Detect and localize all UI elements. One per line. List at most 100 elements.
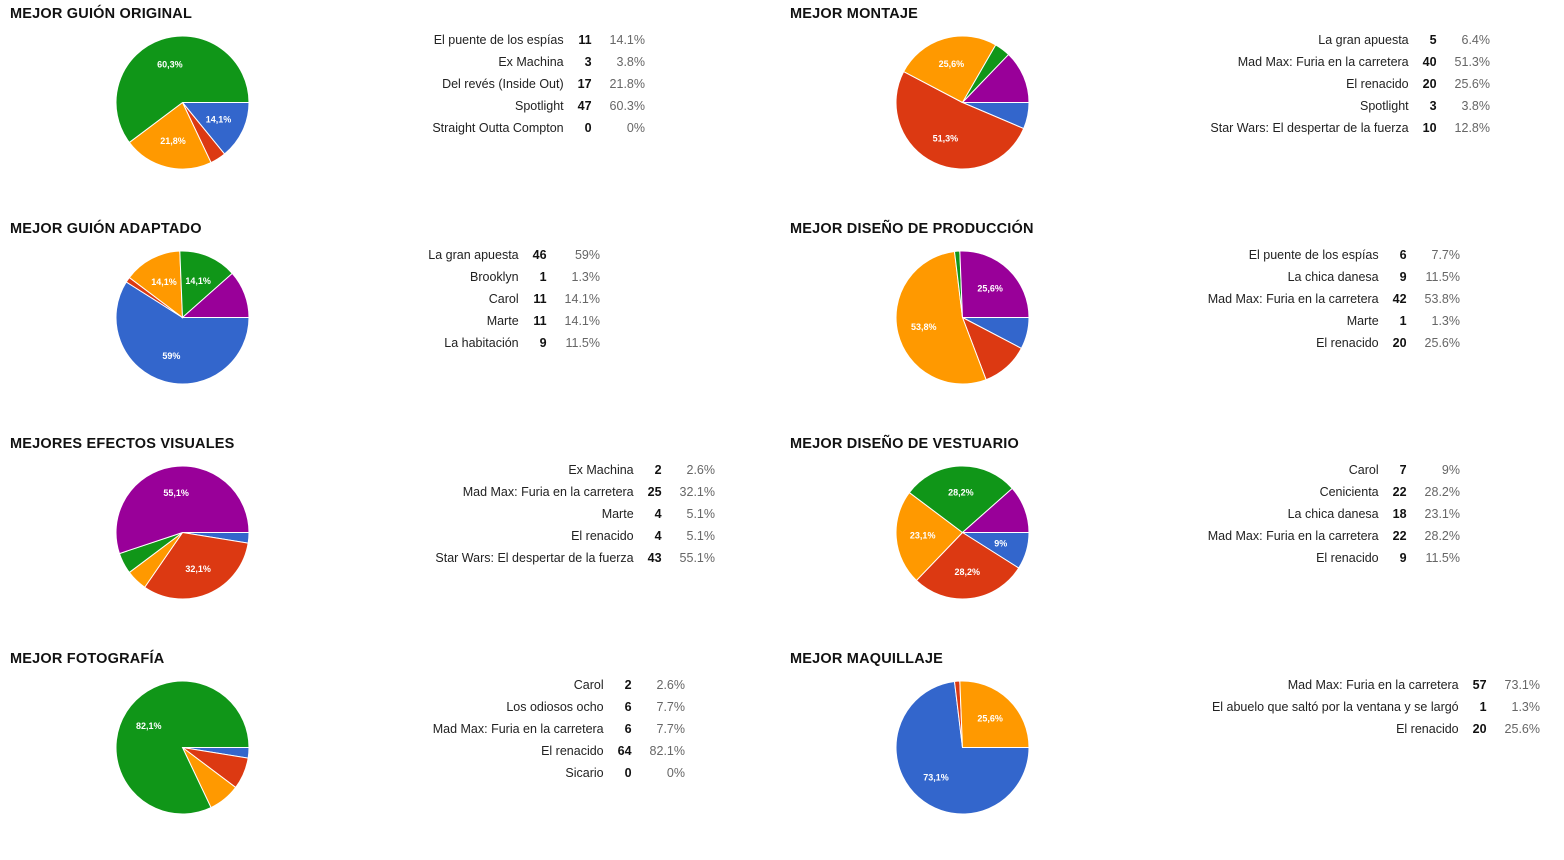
vote-percent: 1.3%: [1511, 700, 1541, 714]
vote-count: 2: [654, 463, 662, 477]
slice-label: 14,1%: [206, 115, 232, 125]
pie-slice-el-renacido[interactable]: [115, 680, 250, 815]
vote-percent: 1.3%: [1431, 314, 1461, 328]
option-name: Ex Machina: [498, 55, 564, 69]
pie-slice-mad-max-furia-en-la-carretera[interactable]: [895, 70, 1025, 170]
option-name: Star Wars: El despertar de la fuerza: [1210, 121, 1409, 135]
table-row: Marte 4 5.1%: [435, 503, 715, 525]
slice-label: 9%: [994, 539, 1007, 549]
pie-slice-mad-max-furia-en-la-carretera[interactable]: [144, 531, 249, 600]
pie-slice-la-chica-danesa[interactable]: [895, 491, 964, 582]
pie-slice-spotlight[interactable]: [115, 35, 250, 144]
pie-slice-el-renacido[interactable]: [902, 35, 997, 104]
pie-chart: 82,1%: [115, 680, 250, 815]
option-name: El renacido: [1346, 77, 1409, 91]
chart-panel-mejor-guion-original: MEJOR GUIÓN ORIGINAL 14,1% 21,8% 60,3% El pu…: [0, 0, 780, 215]
vote-percent: 82.1%: [649, 744, 685, 758]
slice-label: 32,1%: [185, 564, 211, 574]
table-row: La habitación 9 11.5%: [428, 332, 600, 354]
table-row: Mad Max: Furia en la carretera 6 7.7%: [433, 718, 685, 740]
vote-percent: 14.1%: [609, 33, 645, 47]
option-name: Straight Outta Compton: [432, 121, 564, 135]
slice-label: 25,6%: [977, 714, 1003, 724]
table-row: Ex Machina 2 2.6%: [435, 459, 715, 481]
vote-count: 10: [1422, 121, 1437, 135]
vote-count: 42: [1392, 292, 1407, 306]
slice-label: 59%: [162, 351, 180, 361]
survey-results: MEJOR GUIÓN ORIGINAL 14,1% 21,8% 60,3% El pu…: [0, 0, 1560, 815]
table-row: Spotlight 47 60.3%: [432, 95, 645, 117]
table-row: El renacido 4 5.1%: [435, 525, 715, 547]
slice-label: 23,1%: [910, 531, 936, 541]
table-row: El renacido 9 11.5%: [1208, 547, 1460, 569]
vote-percent: 11.5%: [1425, 551, 1460, 565]
slice-label: 73,1%: [923, 772, 949, 782]
pie-slice-el-renacido[interactable]: [959, 250, 1030, 318]
results-table: El puente de los espías 11 14.1% Ex Machina…: [432, 29, 645, 139]
results-table: El puente de los espías 6 7.7% La chica dan…: [1208, 244, 1460, 354]
vote-percent: 28.2%: [1424, 529, 1460, 543]
vote-count: 0: [624, 766, 632, 780]
slice-label: 51,3%: [933, 134, 959, 144]
chart-title: MEJOR DISEÑO DE PRODUCCIÓN: [790, 221, 1034, 237]
vote-percent: 3.8%: [1461, 99, 1491, 113]
pie-slice-la-gran-apuesta[interactable]: [115, 281, 250, 385]
vote-count: 20: [1392, 336, 1407, 350]
option-name: El puente de los espías: [433, 33, 564, 47]
chart-title: MEJOR FOTOGRAFÍA: [10, 651, 165, 667]
vote-count: 46: [532, 248, 547, 262]
table-row: Sicario 0 0%: [433, 762, 685, 784]
vote-count: 1: [539, 270, 547, 284]
slice-label: 82,1%: [136, 721, 162, 731]
table-row: Ex Machina 3 3.8%: [432, 51, 645, 73]
vote-percent: 25.6%: [1424, 336, 1460, 350]
chart-title: MEJOR GUIÓN ORIGINAL: [10, 6, 193, 22]
pie-slice-carol[interactable]: [128, 250, 184, 319]
vote-count: 1: [1479, 700, 1487, 714]
vote-count: 18: [1392, 507, 1407, 521]
pie-slice-el-puente-de-los-espias[interactable]: [181, 102, 250, 155]
vote-percent: 60.3%: [609, 99, 645, 113]
pie-slice-star-wars-el-despertar-de-la-fuerza[interactable]: [961, 53, 1030, 103]
option-name: Del revés (Inside Out): [442, 77, 564, 91]
pie-chart: 51,3% 25,6%: [895, 35, 1030, 170]
pie-slice-cenicienta[interactable]: [915, 531, 1020, 600]
vote-percent: 25.6%: [1504, 722, 1540, 736]
pie-slice-el-renacido[interactable]: [961, 487, 1030, 533]
results-table: La gran apuesta 5 6.4% Mad Max: Furia en la…: [1210, 29, 1490, 139]
slice-label: 21,8%: [160, 136, 186, 146]
pie-slice-el-renacido[interactable]: [959, 680, 1030, 748]
vote-count: 64: [617, 744, 632, 758]
chart-title: MEJORES EFECTOS VISUALES: [10, 436, 235, 452]
vote-count: 11: [533, 314, 547, 328]
vote-percent: 11.5%: [1425, 270, 1460, 284]
vote-percent: 59%: [574, 248, 600, 262]
pie-chart: 73,1% 25,6%: [895, 680, 1030, 815]
pie-slice-mad-max-furia-en-la-carretera[interactable]: [908, 465, 1013, 534]
option-name: El renacido: [1316, 551, 1379, 565]
vote-percent: 2.6%: [656, 678, 686, 692]
slice-label: 25,6%: [939, 59, 965, 69]
pie-slice-star-wars-el-despertar-de-la-fuerza[interactable]: [115, 465, 250, 555]
option-name: Marte: [486, 314, 519, 328]
table-row: La chica danesa 9 11.5%: [1208, 266, 1460, 288]
table-row: Star Wars: El despertar de la fuerza 10 12…: [1210, 117, 1490, 139]
vote-percent: 0%: [666, 766, 685, 780]
table-row: Carol 11 14.1%: [428, 288, 600, 310]
pie-slice-del-reves-inside-out[interactable]: [128, 101, 212, 170]
vote-count: 1: [1399, 314, 1407, 328]
option-name: Marte: [1346, 314, 1379, 328]
vote-percent: 12.8%: [1454, 121, 1490, 135]
vote-percent: 23.1%: [1424, 507, 1460, 521]
vote-percent: 53.8%: [1424, 292, 1460, 306]
pie-slice-marte[interactable]: [179, 250, 233, 319]
option-name: Spotlight: [514, 99, 564, 113]
vote-count: 7: [1399, 463, 1407, 477]
pie-slice-la-habitacion[interactable]: [181, 272, 250, 318]
vote-percent: 7.7%: [1431, 248, 1461, 262]
vote-count: 25: [647, 485, 662, 499]
slice-label: 14,1%: [185, 276, 211, 286]
table-row: El renacido 64 82.1%: [433, 740, 685, 762]
chart-panel-mejor-diseno-de-vestuario: MEJOR DISEÑO DE VESTUARIO 9% 28,2% 23,1% 28,…: [780, 430, 1560, 645]
pie-slice-mad-max-furia-en-la-carretera[interactable]: [895, 250, 987, 385]
